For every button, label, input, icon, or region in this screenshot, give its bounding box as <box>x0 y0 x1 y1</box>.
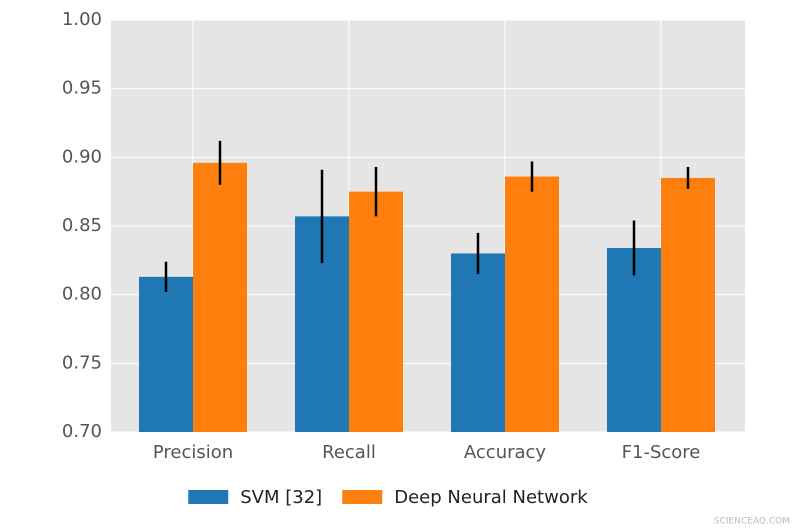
y-tick-label: 0.70 <box>62 421 102 442</box>
y-tick-label: 0.75 <box>62 352 102 373</box>
x-tick-label: F1-Score <box>622 442 701 463</box>
bar <box>661 177 715 432</box>
y-tick-label: 0.80 <box>62 284 102 305</box>
bar <box>349 191 403 432</box>
legend-swatch <box>342 490 383 504</box>
legend-label: Deep Neural Network <box>394 487 588 508</box>
bar <box>139 276 193 432</box>
y-tick-label: 0.85 <box>62 215 102 236</box>
bar <box>607 247 661 432</box>
x-tick-label: Accuracy <box>464 442 547 463</box>
bar <box>505 176 559 432</box>
legend-swatch <box>188 490 229 504</box>
watermark: SCIENCEAQ.COM <box>714 517 790 527</box>
y-tick-label: 1.00 <box>62 9 102 30</box>
x-tick-label: Precision <box>153 442 233 463</box>
bar <box>193 162 247 432</box>
bar <box>451 253 505 432</box>
y-tick-label: 0.95 <box>62 78 102 99</box>
legend-label: SVM [32] <box>240 487 322 508</box>
y-tick-label: 0.90 <box>62 146 102 167</box>
x-tick-label: Recall <box>322 442 376 463</box>
